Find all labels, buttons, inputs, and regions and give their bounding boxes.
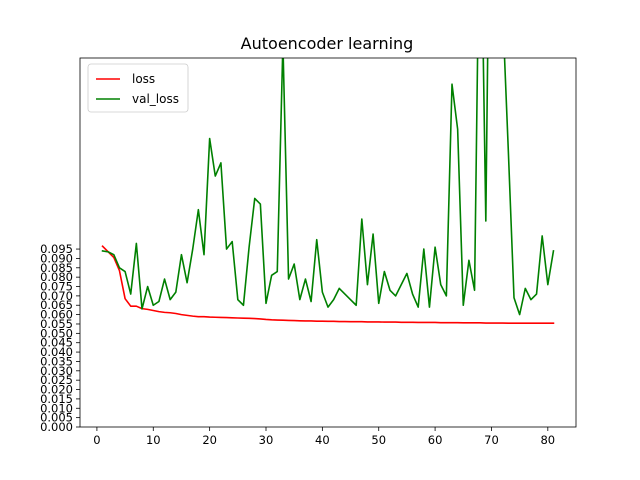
x-tick-label: 60 bbox=[428, 433, 443, 447]
chart-title: Autoencoder learning bbox=[241, 34, 414, 53]
y-tick-label: 0.090 bbox=[40, 251, 73, 265]
y-tick-label: 0.050 bbox=[40, 326, 73, 340]
y-tick-label: 0.060 bbox=[40, 308, 73, 322]
plot-area bbox=[101, 58, 555, 325]
x-tick-label: 20 bbox=[202, 433, 217, 447]
y-tick-label: 0.080 bbox=[40, 270, 73, 284]
legend-label-val-loss: val_loss bbox=[132, 92, 179, 106]
y-tick-label: 0.040 bbox=[40, 345, 73, 359]
legend: loss val_loss bbox=[87, 63, 189, 113]
x-tick-label: 50 bbox=[371, 433, 386, 447]
y-tick-label: 0.055 bbox=[40, 317, 73, 331]
x-tick-label: 70 bbox=[484, 433, 499, 447]
y-tick-label: 0.010 bbox=[40, 401, 73, 415]
y-tick-label: 0.030 bbox=[40, 364, 73, 378]
y-tick-label: 0.085 bbox=[40, 261, 73, 275]
series-group bbox=[101, 58, 555, 325]
y-tick-label: 0.070 bbox=[40, 289, 73, 303]
y-tick-label: 0.020 bbox=[40, 383, 73, 397]
y-tick-label: 0.065 bbox=[40, 298, 73, 312]
axes-frame bbox=[79, 57, 577, 428]
legend-label-loss: loss bbox=[132, 72, 155, 86]
x-tick-label: 80 bbox=[540, 433, 555, 447]
y-tick-label: 0.005 bbox=[40, 411, 73, 425]
axes: 0 10 20 30 40 50 60 70 800.0000.0050.0100.0150.0… bbox=[40, 57, 577, 447]
x-tick-label: 40 bbox=[315, 433, 330, 447]
y-tick-label: 0.095 bbox=[40, 242, 73, 256]
y-tick-label: 0.015 bbox=[40, 392, 73, 406]
x-tick-label: 30 bbox=[259, 433, 274, 447]
y-tick-label: 0.000 bbox=[40, 420, 73, 434]
legend-box bbox=[87, 63, 189, 113]
y-tick-label: 0.035 bbox=[40, 354, 73, 368]
series-line-val-loss bbox=[101, 58, 555, 316]
series-line-loss bbox=[101, 245, 555, 325]
x-tick-label: 10 bbox=[146, 433, 161, 447]
y-tick-label: 0.025 bbox=[40, 373, 73, 387]
x-tick-label: 0 bbox=[93, 433, 100, 447]
y-tick-label: 0.075 bbox=[40, 280, 73, 294]
y-tick-label: 0.045 bbox=[40, 336, 73, 350]
